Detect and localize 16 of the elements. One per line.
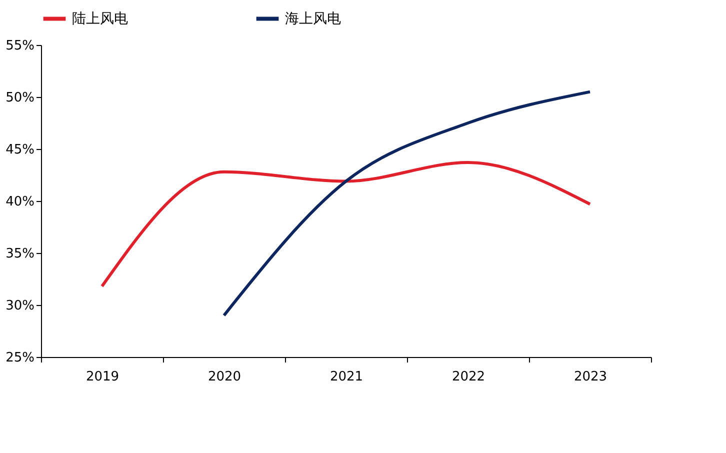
legend-label: 陆上风电 <box>72 10 128 27</box>
x-tick-label: 2021 <box>330 370 364 384</box>
x-tick-label: 2023 <box>574 370 608 384</box>
line-series <box>100 161 592 288</box>
y-tick-label: 25% <box>6 350 34 366</box>
y-tick-label: 30% <box>6 298 34 314</box>
x-tick-label: 2019 <box>86 370 120 384</box>
line-series <box>222 90 592 317</box>
y-tick-label: 55% <box>6 38 34 54</box>
x-tick-label: 2020 <box>208 370 242 384</box>
y-tick-label: 45% <box>6 142 34 158</box>
y-tick-label: 35% <box>6 246 34 262</box>
y-tick-label: 40% <box>6 194 34 210</box>
x-tick-label: 2022 <box>452 370 486 384</box>
y-tick-label: 50% <box>6 90 34 106</box>
legend-label: 海上风电 <box>285 10 341 27</box>
